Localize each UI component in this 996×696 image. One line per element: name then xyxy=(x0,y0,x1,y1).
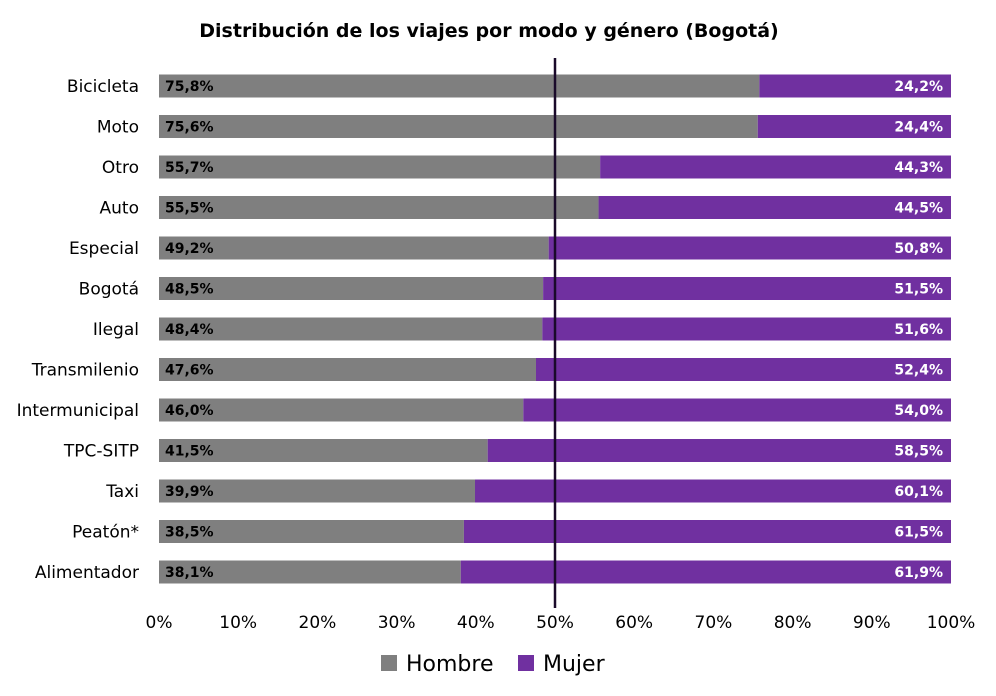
data-label-mujer-8: 54,0% xyxy=(894,403,943,419)
x-tick-label-2: 20% xyxy=(299,613,337,633)
bar-hombre-1 xyxy=(159,115,758,138)
data-label-hombre-2: 55,7% xyxy=(165,160,214,176)
bar-hombre-12 xyxy=(159,560,461,584)
x-tick-label-7: 70% xyxy=(695,613,733,633)
data-label-mujer-4: 50,8% xyxy=(894,241,943,257)
category-label-12: Alimentador xyxy=(35,563,139,583)
legend-swatch-0 xyxy=(381,655,397,671)
data-label-hombre-7: 47,6% xyxy=(165,363,214,379)
legend: Hombre Mujer xyxy=(381,652,606,677)
x-tick-label-5: 50% xyxy=(536,613,574,633)
bar-mujer-0 xyxy=(759,74,951,98)
data-label-hombre-8: 46,0% xyxy=(165,403,214,419)
data-label-hombre-5: 48,5% xyxy=(165,282,214,298)
bar-hombre-2 xyxy=(159,155,601,179)
data-label-mujer-10: 60,1% xyxy=(894,484,943,500)
x-tick-label-0: 0% xyxy=(146,613,173,633)
data-label-mujer-2: 44,3% xyxy=(894,160,943,176)
category-label-11: Peatón* xyxy=(72,523,139,543)
data-label-hombre-12: 38,1% xyxy=(165,565,214,581)
category-label-2: Otro xyxy=(102,158,139,178)
x-tick-label-9: 90% xyxy=(853,613,891,633)
data-label-hombre-6: 48,4% xyxy=(165,322,214,338)
bar-mujer-12 xyxy=(460,560,951,584)
bars-group: 75,8% 24,2% 75,6% 24,4% 55,7% 44,3% 55,5% 44,5%… xyxy=(159,74,951,584)
x-tick-label-1: 10% xyxy=(219,613,257,633)
category-label-3: Auto xyxy=(100,199,139,219)
x-tick-label-3: 30% xyxy=(378,613,416,633)
bar-mujer-1 xyxy=(757,115,951,138)
category-label-7: Transmilenio xyxy=(31,361,139,381)
x-tick-label-6: 60% xyxy=(615,613,653,633)
bar-mujer-2 xyxy=(600,155,951,179)
bar-mujer-9 xyxy=(487,439,951,462)
bar-hombre-8 xyxy=(159,398,524,422)
data-label-hombre-1: 75,6% xyxy=(165,120,214,136)
category-label-8: Intermunicipal xyxy=(17,401,139,421)
x-tick-label-10: 100% xyxy=(927,613,976,633)
legend-label-0: Hombre xyxy=(406,652,494,677)
data-label-mujer-12: 61,9% xyxy=(894,565,943,581)
bar-hombre-4 xyxy=(159,236,549,260)
bar-hombre-10 xyxy=(159,479,476,503)
bar-mujer-8 xyxy=(523,398,951,422)
bar-hombre-7 xyxy=(159,358,536,381)
data-label-mujer-6: 51,6% xyxy=(894,322,943,338)
x-axis: 0% 10% 20% 30% 40% 50% 60% 70% 80% 90% 100% xyxy=(146,613,976,633)
data-label-hombre-10: 39,9% xyxy=(165,484,214,500)
category-label-4: Especial xyxy=(69,239,139,259)
data-label-mujer-11: 61,5% xyxy=(894,525,943,541)
bar-mujer-5 xyxy=(543,277,951,300)
bar-mujer-3 xyxy=(598,196,951,219)
data-label-mujer-9: 58,5% xyxy=(894,444,943,460)
bar-hombre-3 xyxy=(159,196,599,219)
legend-label-1: Mujer xyxy=(543,652,606,677)
bar-mujer-10 xyxy=(475,479,951,503)
chart-title: Distribución de los viajes por modo y gé… xyxy=(199,20,778,42)
category-label-10: Taxi xyxy=(105,482,139,502)
data-label-hombre-4: 49,2% xyxy=(165,241,214,257)
bar-mujer-11 xyxy=(463,520,951,543)
data-label-hombre-0: 75,8% xyxy=(165,79,214,95)
data-label-hombre-9: 41,5% xyxy=(165,444,214,460)
category-label-9: TPC-SITP xyxy=(63,442,139,462)
category-label-1: Moto xyxy=(97,118,139,138)
category-label-0: Bicicleta xyxy=(67,77,139,97)
bar-hombre-11 xyxy=(159,520,464,543)
data-label-hombre-11: 38,5% xyxy=(165,525,214,541)
bar-hombre-0 xyxy=(159,74,760,98)
category-label-5: Bogotá xyxy=(79,280,139,300)
data-label-mujer-1: 24,4% xyxy=(894,120,943,136)
legend-swatch-1 xyxy=(518,655,534,671)
bar-mujer-6 xyxy=(542,317,951,341)
bar-mujer-7 xyxy=(535,358,951,381)
data-label-hombre-3: 55,5% xyxy=(165,201,214,217)
bar-hombre-5 xyxy=(159,277,544,300)
data-label-mujer-5: 51,5% xyxy=(894,282,943,298)
x-tick-label-4: 40% xyxy=(457,613,495,633)
bar-hombre-6 xyxy=(159,317,543,341)
x-tick-label-8: 80% xyxy=(774,613,812,633)
category-labels: Bicicleta Moto Otro Auto Especial Bogotá Ilega… xyxy=(17,77,139,583)
category-label-6: Ilegal xyxy=(93,320,139,340)
data-label-mujer-7: 52,4% xyxy=(894,363,943,379)
bar-mujer-4 xyxy=(548,236,951,260)
data-label-mujer-0: 24,2% xyxy=(894,79,943,95)
bar-hombre-9 xyxy=(159,439,488,462)
data-label-mujer-3: 44,5% xyxy=(894,201,943,217)
